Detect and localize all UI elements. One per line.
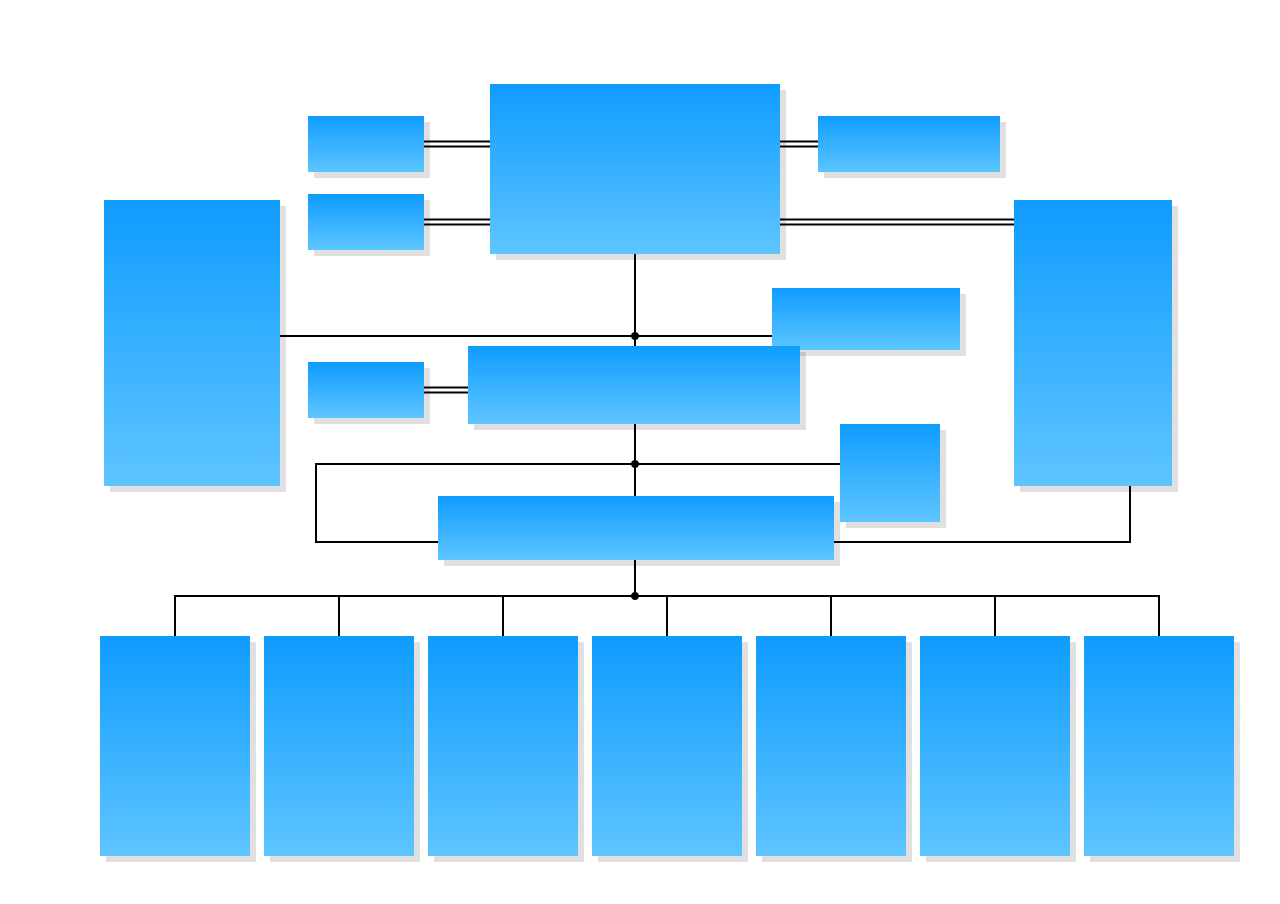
node-face <box>438 496 834 560</box>
node-lower_bar <box>438 496 834 560</box>
node-leaf_5 <box>756 636 906 856</box>
node-mid_right_bar <box>772 288 960 350</box>
node-top_main <box>490 84 780 254</box>
node-face <box>592 636 742 856</box>
node-mid_left_small <box>308 362 424 418</box>
node-leaf_6 <box>920 636 1070 856</box>
node-face <box>490 84 780 254</box>
node-face <box>428 636 578 856</box>
node-leaf_3 <box>428 636 578 856</box>
node-face <box>756 636 906 856</box>
node-leaf_2 <box>264 636 414 856</box>
node-face <box>818 116 1000 172</box>
node-top_small_2 <box>308 194 424 250</box>
org-chart-diagram <box>0 0 1280 904</box>
node-face <box>104 200 280 486</box>
node-leaf_7 <box>1084 636 1234 856</box>
node-face <box>308 116 424 172</box>
node-top_right_bar <box>818 116 1000 172</box>
node-face <box>264 636 414 856</box>
node-face <box>1084 636 1234 856</box>
node-left_tall <box>104 200 280 486</box>
node-leaf_4 <box>592 636 742 856</box>
node-mid_center <box>468 346 800 424</box>
node-face <box>920 636 1070 856</box>
node-mid_square <box>840 424 940 522</box>
node-face <box>468 346 800 424</box>
node-face <box>100 636 250 856</box>
node-face <box>1014 200 1172 486</box>
node-right_tall <box>1014 200 1172 486</box>
node-face <box>772 288 960 350</box>
node-face <box>308 362 424 418</box>
node-face <box>308 194 424 250</box>
node-face <box>840 424 940 522</box>
node-leaf_1 <box>100 636 250 856</box>
node-top_small_1 <box>308 116 424 172</box>
